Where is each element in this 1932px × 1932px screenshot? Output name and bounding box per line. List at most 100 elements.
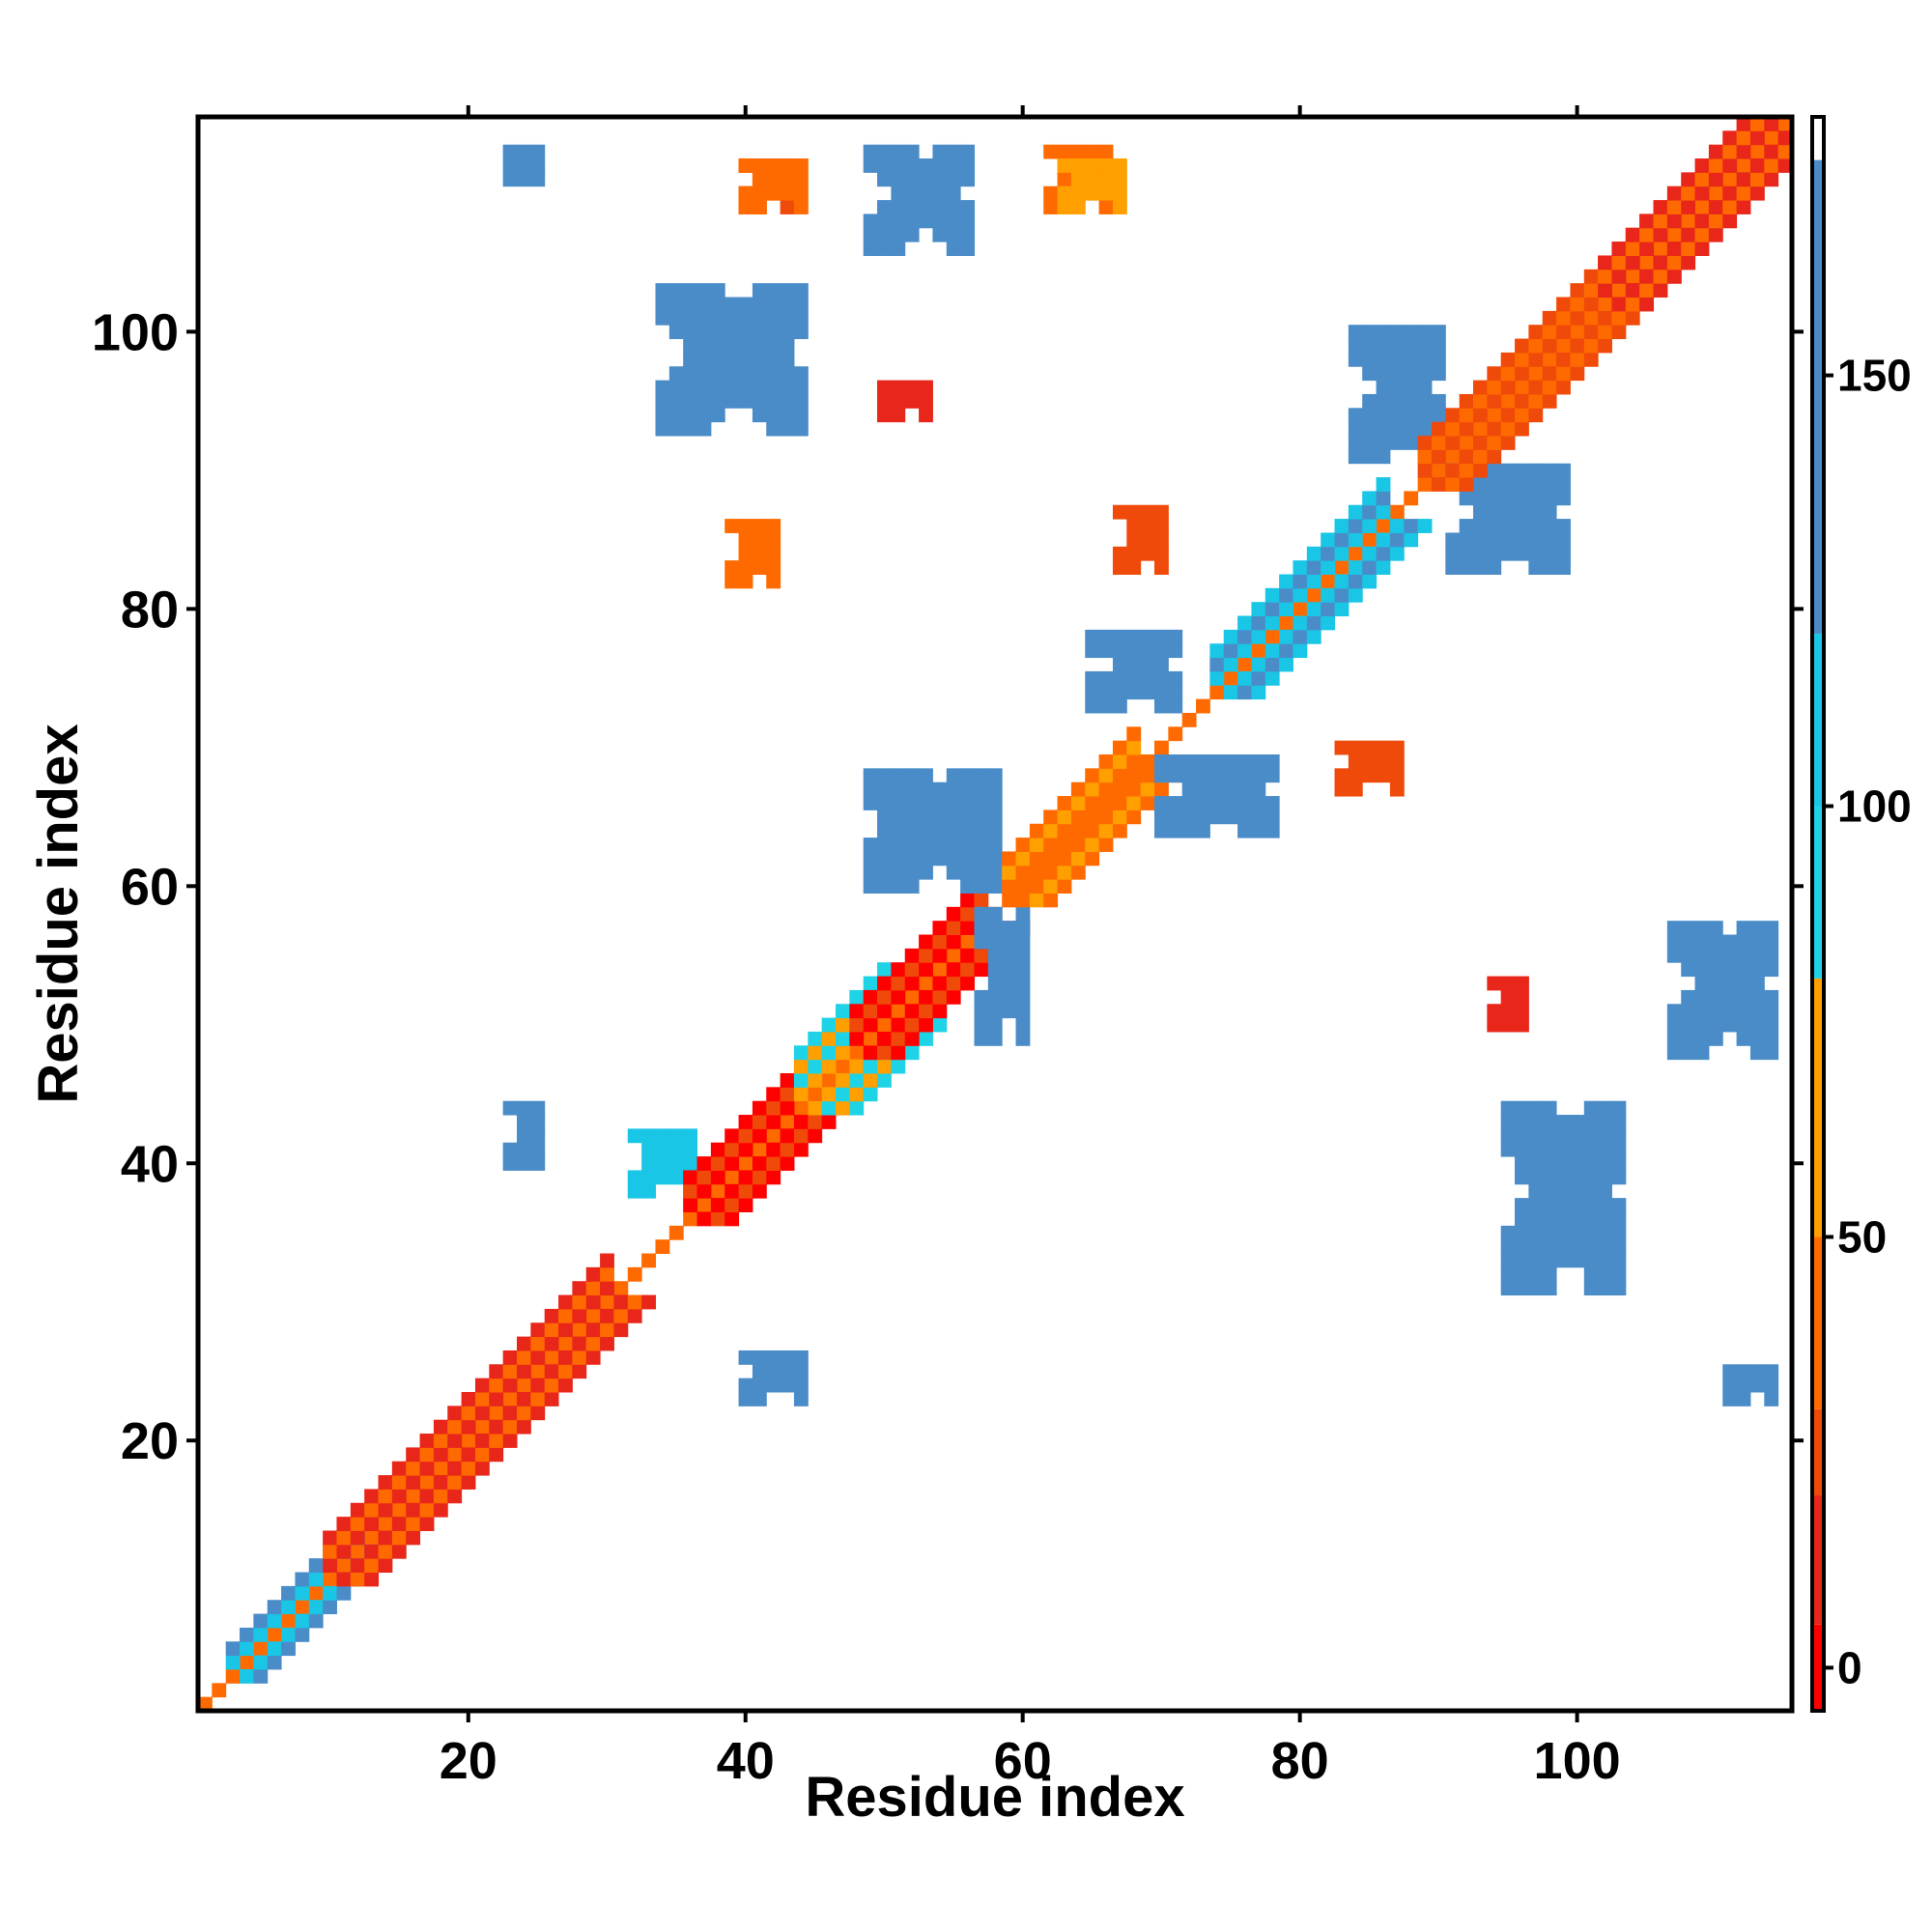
- heatmap-cell: [808, 1045, 823, 1061]
- heatmap-cell: [1417, 408, 1433, 423]
- heatmap-cell: [891, 851, 906, 867]
- heatmap-cell: [974, 796, 989, 810]
- heatmap-cell: [1515, 1128, 1529, 1144]
- heatmap-cell: [378, 1544, 393, 1559]
- heatmap-cell: [1764, 948, 1779, 963]
- heatmap-cell: [502, 1364, 518, 1379]
- heatmap-cell: [572, 1308, 587, 1323]
- heatmap-cell: [364, 1517, 380, 1531]
- heatmap-cell: [1279, 615, 1293, 631]
- heatmap-cell: [710, 393, 725, 409]
- heatmap-cell: [1362, 574, 1378, 589]
- plot-frame: [195, 114, 1795, 1714]
- heatmap-cell: [793, 1087, 809, 1102]
- heatmap-cell: [1057, 144, 1072, 159]
- heatmap-cell: [1279, 657, 1293, 672]
- heatmap-cell: [724, 366, 740, 382]
- heatmap-cell: [1376, 408, 1391, 423]
- heatmap-cell: [489, 1447, 504, 1463]
- heatmap-cell: [1168, 810, 1183, 825]
- heatmap-cell: [904, 823, 920, 838]
- heatmap-cell: [724, 393, 740, 409]
- heatmap-cell: [1223, 796, 1238, 810]
- heatmap-cell: [1598, 283, 1612, 298]
- heatmap-cell: [808, 1087, 823, 1102]
- heatmap-cell: [517, 1156, 531, 1171]
- colorbar-segment: [1812, 1408, 1824, 1496]
- heatmap-cell: [502, 1350, 518, 1365]
- heatmap-cell: [350, 1572, 365, 1587]
- heatmap-cell: [1154, 810, 1169, 825]
- heatmap-cell: [1653, 283, 1668, 298]
- heatmap-cell: [1376, 532, 1391, 548]
- heatmap-cell: [406, 1447, 421, 1463]
- heatmap-cell: [1154, 546, 1169, 561]
- heatmap-cell: [1112, 796, 1127, 810]
- heatmap-cell: [793, 1128, 809, 1144]
- heatmap-cell: [1057, 200, 1072, 214]
- heatmap-cell: [1500, 380, 1516, 395]
- heatmap-cell: [1098, 670, 1114, 686]
- colorbar-segment: [1812, 806, 1824, 979]
- heatmap-cell: [780, 1350, 795, 1365]
- heatmap-cell: [419, 1517, 435, 1531]
- heatmap-cell: [1002, 976, 1017, 991]
- heatmap-cell: [793, 1115, 809, 1129]
- heatmap-cell: [1653, 200, 1668, 214]
- heatmap-cell: [1736, 1031, 1751, 1046]
- heatmap-cell: [877, 408, 892, 423]
- heatmap-cell: [336, 1517, 352, 1531]
- heatmap-cell: [1043, 823, 1059, 838]
- heatmap-cell: [1140, 768, 1155, 783]
- heatmap-cell: [1583, 1128, 1599, 1144]
- heatmap-cell: [904, 200, 920, 214]
- heatmap-cell: [1431, 338, 1446, 354]
- heatmap-cell: [1098, 200, 1114, 214]
- heatmap-cell: [1126, 519, 1142, 533]
- heatmap-cell: [919, 1017, 933, 1033]
- heatmap-cell: [1764, 117, 1779, 131]
- heatmap-cell: [1389, 504, 1405, 520]
- heatmap-cell: [1736, 976, 1751, 991]
- heatmap-cell: [766, 283, 781, 298]
- heatmap-cell: [1085, 643, 1100, 659]
- heatmap-cell: [946, 200, 961, 214]
- heatmap-cell: [1722, 1364, 1738, 1379]
- heatmap-cell: [419, 1447, 435, 1463]
- heatmap-cell: [683, 1128, 698, 1144]
- heatmap-cell: [1681, 1004, 1696, 1019]
- heatmap-cell: [780, 393, 795, 409]
- heatmap-cell: [1515, 1266, 1529, 1282]
- heatmap-cell: [281, 1627, 296, 1642]
- heatmap-cell: [752, 338, 767, 354]
- heatmap-cell: [1168, 685, 1183, 700]
- heatmap-cell: [1376, 352, 1391, 367]
- heatmap-cell: [1389, 366, 1405, 382]
- heatmap-cell: [1070, 851, 1086, 867]
- heatmap-cell: [1764, 921, 1779, 936]
- heatmap-cell: [1598, 1253, 1612, 1268]
- heatmap-cell: [1611, 310, 1627, 326]
- heatmap-cell: [1348, 449, 1363, 465]
- heatmap-cell: [1264, 754, 1280, 769]
- heatmap-cell: [1417, 477, 1433, 492]
- heatmap-cell: [600, 1266, 614, 1282]
- heatmap-cell: [1749, 989, 1765, 1005]
- heatmap-cell: [1487, 519, 1502, 533]
- heatmap-cell: [1736, 1378, 1751, 1393]
- heatmap-cell: [655, 1239, 670, 1255]
- heatmap-cell: [960, 934, 975, 950]
- heatmap-cell: [1749, 976, 1765, 991]
- heatmap-cell: [863, 1059, 878, 1074]
- right-axis-ticks: [1792, 329, 1804, 1443]
- heatmap-cell: [1154, 657, 1169, 672]
- heatmap-cell: [1264, 587, 1280, 603]
- heatmap-cell: [877, 1004, 892, 1019]
- heatmap-cell: [808, 1115, 823, 1129]
- heatmap-cell: [447, 1461, 463, 1476]
- heatmap-cell: [724, 325, 740, 340]
- heatmap-cell: [1376, 477, 1391, 492]
- heatmap-cell: [461, 1392, 476, 1406]
- x-tick-label: 20: [440, 1732, 497, 1790]
- heatmap-cell: [1251, 768, 1266, 783]
